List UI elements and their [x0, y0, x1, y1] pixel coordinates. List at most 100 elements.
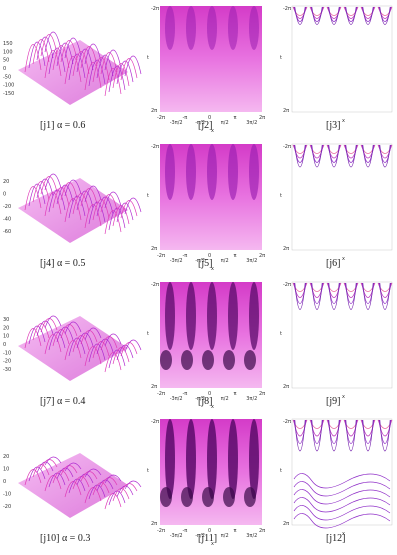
caption: [j12] [326, 533, 345, 544]
surface-line [112, 205, 130, 227]
contour-line [345, 419, 357, 452]
surface-line [80, 46, 98, 69]
axis-label: t [280, 468, 282, 474]
surface-line [84, 346, 102, 367]
density-band [165, 282, 175, 350]
density-band [202, 350, 214, 370]
density-band [249, 419, 259, 499]
surface-line [88, 59, 106, 87]
y-tick-label: 2π [283, 384, 289, 390]
x-tick-label: -π/2 [195, 120, 205, 126]
x-tick-label: -π/2 [195, 533, 205, 539]
surface-line [80, 330, 98, 345]
x-tick-label: π/2 [221, 258, 229, 264]
x-tick-label: -π [183, 391, 188, 397]
surface-line [92, 341, 110, 359]
x-tick-label: π [234, 528, 237, 534]
caption: [j11] [198, 533, 217, 544]
density-band [228, 144, 238, 200]
x-tick-label: -π/2 [195, 258, 205, 264]
surface-line [88, 484, 106, 500]
y-tick-label: 2π [151, 246, 157, 252]
surface-line [68, 478, 86, 494]
surface-line [112, 63, 130, 89]
x-tick-label: -3π/2 [170, 120, 183, 126]
y-tick-label: -2π [283, 419, 291, 425]
density-band [207, 6, 217, 50]
surface-line [88, 201, 106, 225]
z-tick-label: -10 [3, 350, 11, 356]
surface-line [44, 50, 62, 79]
y-tick-label: -2π [151, 419, 159, 425]
surface-line [108, 207, 126, 231]
contour-line [311, 6, 323, 25]
x-tick-label: π/2 [221, 396, 229, 402]
surface-line [68, 195, 86, 219]
surface-line [72, 193, 90, 215]
surface-line [84, 43, 102, 65]
axis-label: t [280, 331, 282, 337]
caption: [j9] [326, 396, 340, 407]
contour-line [362, 419, 374, 452]
caption: [j2] [198, 120, 212, 131]
contour-plot: t -2π 2π x [280, 5, 393, 124]
contour-line [345, 144, 357, 168]
x-tick-label: π [234, 253, 237, 259]
surface-line [44, 31, 62, 53]
contour-line [294, 282, 306, 310]
density-band [207, 419, 217, 499]
surface-line [48, 331, 66, 351]
density-band [181, 487, 193, 507]
x-tick-label: -3π/2 [170, 533, 183, 539]
y-tick-label: 2π [283, 108, 289, 114]
x-tick-label: 3π/2 [246, 533, 257, 539]
surface-line [64, 198, 82, 223]
contour-line [294, 419, 306, 452]
surface-line [104, 210, 122, 235]
surface-line [24, 469, 42, 486]
surface-line [28, 325, 46, 345]
surface-line [44, 456, 62, 466]
density-band [223, 350, 235, 370]
surface-line [52, 329, 70, 347]
z-tick-label: -150 [3, 91, 14, 97]
x-tick-label: 2π [259, 391, 265, 397]
surface-line [36, 36, 54, 61]
surface-plot: 150 100 50 0 -50 -100 -150 [3, 31, 142, 105]
surface-line [40, 34, 58, 57]
density-band [202, 487, 214, 507]
x-tick-label: -3π/2 [170, 396, 183, 402]
surface-line [64, 321, 82, 335]
density-band [249, 282, 259, 350]
surface-line [36, 178, 54, 199]
x-tick-label: 2π [259, 528, 265, 534]
caption: [j1] α = 0.6 [40, 120, 85, 131]
caption: [j8] [198, 396, 212, 407]
x-tick-label: 0 [208, 528, 211, 534]
contour-line [311, 419, 323, 452]
density-band [244, 487, 256, 507]
surface-line [48, 472, 66, 488]
z-tick-label: 100 [3, 49, 13, 55]
x-tick-label: 3π/2 [246, 396, 257, 402]
surface-line [116, 60, 134, 85]
density-band [186, 6, 196, 50]
surface-line [40, 176, 58, 195]
contour-line [345, 282, 357, 310]
axis-label: x [342, 256, 345, 262]
contour-line [293, 473, 391, 489]
surface-line [68, 53, 86, 81]
surface-line [120, 58, 138, 81]
axis-label: t [147, 331, 149, 337]
surface-line [52, 45, 70, 71]
surface-line [64, 340, 82, 361]
surface-line [120, 342, 138, 357]
density-band [165, 144, 175, 200]
axis-label: t [280, 193, 282, 199]
density-band [160, 487, 172, 507]
z-tick-label: 0 [3, 342, 6, 348]
z-tick-label: -20 [3, 359, 11, 365]
contour-line [345, 6, 357, 25]
